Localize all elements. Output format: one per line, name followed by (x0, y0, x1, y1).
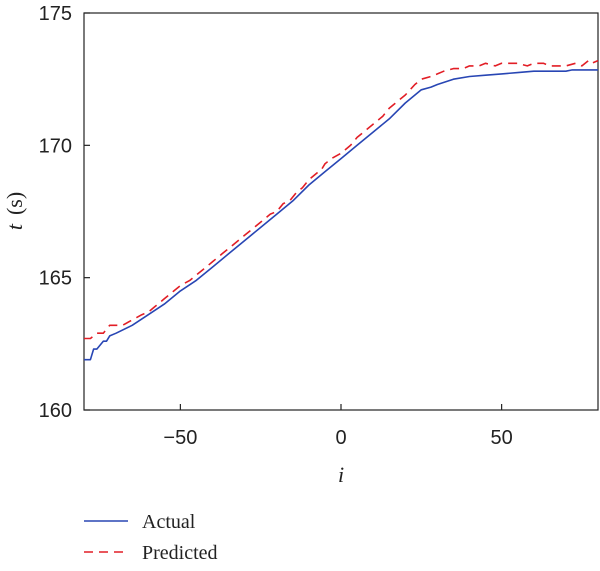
plot-area: −50 0 50 160 165 170 175 (39, 3, 599, 449)
y-tick-label: 165 (39, 268, 72, 290)
y-axis-label: t (2, 223, 27, 230)
y-axis-label-group: t (s) (2, 192, 27, 230)
legend-label-predicted: Predicted (142, 542, 218, 564)
svg-text:t (s): t (s) (2, 192, 27, 230)
legend: Actual Predicted (84, 511, 218, 564)
legend-item-predicted: Predicted (84, 542, 218, 564)
series-line-predicted (84, 59, 599, 340)
x-axis: −50 0 50 (163, 404, 513, 449)
y-axis: 160 165 170 175 (39, 3, 90, 422)
series-line-actual (84, 69, 598, 361)
y-axis-unit: (s) (2, 192, 27, 215)
series-layer (84, 59, 599, 361)
x-tick-label: 0 (335, 427, 346, 449)
legend-item-actual: Actual (84, 511, 196, 533)
legend-label-actual: Actual (142, 511, 196, 533)
y-tick-label: 175 (39, 3, 72, 25)
y-tick-label: 170 (39, 135, 72, 157)
x-tick-label: 50 (491, 427, 513, 449)
x-tick-label: −50 (163, 427, 197, 449)
y-tick-label: 160 (39, 400, 72, 422)
x-axis-label: i (338, 462, 344, 487)
